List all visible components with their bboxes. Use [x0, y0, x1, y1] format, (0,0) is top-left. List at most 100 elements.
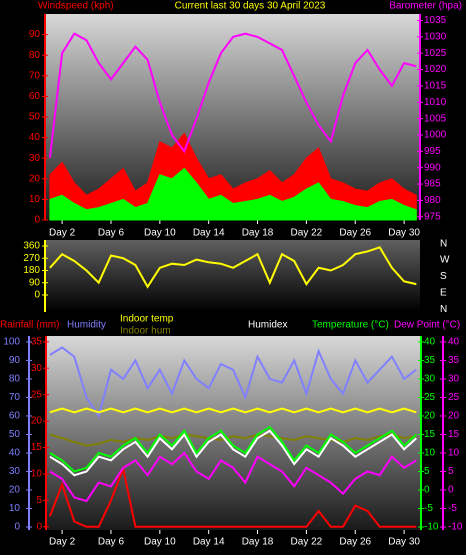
y-tick-label: 30	[448, 374, 460, 385]
legend-entry: Temperature (°C)	[312, 320, 389, 331]
y-tick-label: 10	[448, 448, 460, 459]
y-tick-label: E	[440, 288, 447, 299]
y-tick-label: 25	[424, 392, 436, 403]
chart-title: Current last 30 days 30 April 2023	[175, 1, 326, 12]
y-tick-label: 990	[424, 162, 441, 173]
x-tick-label: Day 10	[144, 537, 176, 548]
y-tick-label: 20	[448, 411, 460, 422]
y-tick-label: 1000	[424, 130, 447, 141]
x-tick-label: Day 22	[291, 228, 323, 239]
y-tick-label: 60	[9, 411, 21, 422]
y-tick-label: -5	[448, 503, 457, 514]
y-tick-label: 0	[36, 521, 42, 532]
y-tick-label: 30	[424, 374, 436, 385]
y-tick-label: 0	[34, 215, 40, 226]
y-tick-label: 1035	[424, 15, 447, 26]
line	[49, 425, 417, 473]
y-tick-label: 15	[31, 442, 43, 453]
y-tick-label: 270	[23, 253, 40, 264]
x-tick-label: Day 18	[242, 228, 274, 239]
y-tick-label: 30	[31, 363, 43, 374]
legend-entry: Humidex	[248, 320, 287, 331]
y-tick-label: 10	[424, 448, 436, 459]
line	[49, 407, 417, 414]
axis-title: Barometer (hpa)	[389, 1, 462, 12]
line	[49, 246, 417, 289]
y-tick-label: -10	[448, 522, 463, 533]
y-tick-label: 35	[424, 355, 436, 366]
x-tick-label: Day 30	[388, 537, 420, 548]
y-tick-label: 5	[448, 466, 454, 477]
y-tick-label: 5	[424, 466, 430, 477]
y-tick-label: 0	[14, 522, 20, 533]
y-tick-label: 980	[424, 195, 441, 206]
y-tick-label: 25	[448, 392, 460, 403]
legend-entry: Humidity	[67, 320, 106, 331]
y-tick-label: 60	[29, 91, 41, 102]
y-tick-label: 70	[9, 392, 21, 403]
y-tick-label: 1005	[424, 113, 447, 124]
line	[49, 433, 417, 447]
line	[48, 465, 417, 528]
x-tick-label: Day 10	[144, 228, 176, 239]
x-tick-label: Day 6	[98, 228, 125, 239]
y-tick-label: 1020	[424, 64, 447, 75]
y-tick-label: S	[440, 271, 447, 282]
y-tick-label: -10	[424, 522, 439, 533]
y-tick-label: 80	[9, 374, 21, 385]
y-tick-label: 1010	[424, 97, 447, 108]
y-tick-label: 985	[424, 179, 441, 190]
line	[49, 346, 417, 419]
y-tick-label: 90	[9, 355, 21, 366]
y-tick-label: 20	[31, 416, 43, 427]
y-tick-label: 180	[23, 265, 40, 276]
line	[48, 32, 417, 159]
y-tick-label: 1030	[424, 32, 447, 43]
line	[49, 451, 417, 503]
y-tick-label: 30	[29, 153, 41, 164]
y-tick-label: 80	[29, 50, 41, 61]
y-tick-label: 15	[448, 429, 460, 440]
y-tick-label: 70	[29, 70, 41, 81]
y-tick-label: 360	[23, 241, 40, 252]
y-tick-label: 0	[424, 485, 430, 496]
y-tick-label: 40	[448, 337, 460, 348]
y-tick-label: 10	[9, 503, 21, 514]
y-tick-label: 15	[424, 429, 436, 440]
y-tick-label: 50	[9, 429, 21, 440]
x-tick-label: Day 2	[49, 228, 76, 239]
y-tick-label: 35	[31, 336, 43, 347]
y-tick-label: 1015	[424, 81, 447, 92]
x-tick-label: Day 6	[98, 537, 125, 548]
y-tick-label: 20	[29, 173, 41, 184]
y-tick-label: 10	[31, 469, 43, 480]
x-tick-label: Day 22	[291, 537, 323, 548]
x-tick-label: Day 14	[193, 228, 225, 239]
y-tick-label: 0	[448, 485, 454, 496]
y-tick-label: 25	[31, 389, 43, 400]
y-tick-label: N	[440, 304, 447, 315]
area	[49, 167, 417, 221]
y-tick-label: W	[440, 255, 450, 266]
y-tick-label: 40	[29, 132, 41, 143]
legend-entry: Indoor temp	[120, 314, 174, 325]
y-tick-label: 90	[29, 277, 41, 288]
y-tick-label: 20	[9, 485, 21, 496]
y-tick-label: 0	[34, 290, 40, 301]
y-tick-label: 100	[3, 337, 20, 348]
y-tick-label: -5	[424, 503, 433, 514]
y-tick-label: 90	[29, 29, 41, 40]
legend-entry: Dew Point (°C)	[394, 320, 460, 331]
x-tick-label: Day 14	[193, 537, 225, 548]
y-tick-label: 30	[9, 466, 21, 477]
x-tick-label: Day 2	[49, 537, 76, 548]
y-tick-label: 1025	[424, 48, 447, 59]
legend-entry: Indoor hum	[120, 326, 171, 337]
axis-title: Windspeed (kph)	[38, 1, 114, 12]
y-tick-label: 20	[424, 411, 436, 422]
y-tick-label: 995	[424, 146, 441, 157]
y-tick-label: 40	[9, 448, 21, 459]
y-tick-label: N	[440, 238, 447, 249]
legend-entry: Rainfall (mm)	[0, 320, 59, 331]
